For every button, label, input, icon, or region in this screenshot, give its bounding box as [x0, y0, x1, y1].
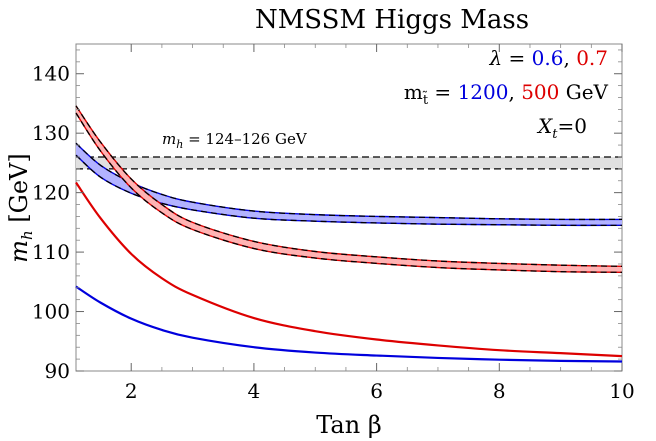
y-tick-label-130: 130: [32, 121, 70, 145]
legend-mstop-eq: =: [428, 80, 457, 104]
ticks-layer: 2 4 6 8 10 90 100 110 120 130 140: [32, 44, 635, 403]
band-label: mh = 124–126 GeV: [162, 130, 308, 151]
blue-line-line: [75, 285, 623, 363]
x-axis-label: Tan β: [316, 411, 381, 439]
series-red-band: [75, 105, 623, 274]
legend-lambda: λ = 0.6, 0.7: [489, 46, 609, 70]
legend-lambda-prefix: λ =: [489, 46, 532, 70]
legend-mstop-prefix: m: [404, 80, 423, 104]
y-axis-label-text: mh [GeV]: [5, 153, 36, 263]
legend-xt-sub: t: [552, 127, 558, 142]
legend-mstop-sub: t̃: [422, 91, 429, 108]
legend-xt-label: X: [536, 114, 553, 138]
legend-lambda-sep: ,: [563, 46, 576, 70]
y-tick-label-140: 140: [32, 62, 70, 86]
y-tick-label-100: 100: [32, 300, 70, 324]
y-axis-label: mh [GeV]: [5, 153, 36, 263]
y-tick-label-110: 110: [32, 240, 70, 264]
series-layer: [75, 105, 623, 363]
x-tick-label-4: 4: [248, 379, 261, 403]
red-band-upper-dash: [75, 105, 623, 268]
series-red-line: [75, 181, 623, 358]
legend-mstop-red: 500: [521, 80, 559, 104]
x-tick-label-6: 6: [370, 379, 383, 403]
legend-xt-value: =0: [558, 114, 587, 138]
legend: λ = 0.6, 0.7 mt̃ = 1200, 500 GeV Xt=0: [404, 46, 609, 142]
chart-title: NMSSM Higgs Mass: [255, 5, 529, 35]
band-label-text: = 124–126 GeV: [183, 130, 307, 148]
red-band-lower-dash: [75, 112, 623, 273]
legend-mstop-blue: 1200: [458, 80, 509, 104]
y-tick-label-120: 120: [32, 181, 70, 205]
reference-band-fill: [76, 156, 622, 169]
y-tick-label-90: 90: [45, 359, 70, 383]
red-band-fill: [76, 105, 622, 273]
legend-xt: Xt=0: [536, 114, 587, 142]
legend-lambda-blue: 0.6: [532, 46, 564, 70]
blue-band-lower-dash: [75, 154, 623, 227]
red-line-line: [75, 181, 623, 358]
band-label-sub: h: [176, 138, 183, 151]
legend-mstop: mt̃ = 1200, 500 GeV: [404, 80, 609, 108]
series-blue-line: [75, 285, 623, 363]
x-tick-label-8: 8: [493, 379, 506, 403]
x-tick-label-2: 2: [125, 379, 138, 403]
legend-lambda-red: 0.7: [576, 46, 608, 70]
band-label-m: m: [162, 130, 176, 148]
reference-band: [76, 156, 622, 170]
legend-mstop-sep: ,: [508, 80, 521, 104]
legend-mstop-unit: GeV: [559, 80, 608, 104]
x-tick-label-10: 10: [609, 379, 634, 403]
